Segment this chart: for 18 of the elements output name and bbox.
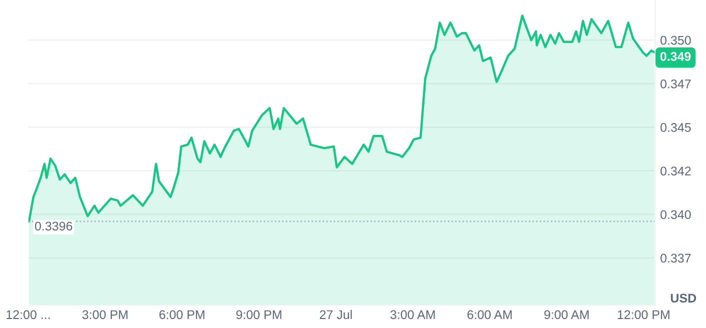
y-tick-label: 0.350 (660, 36, 691, 45)
x-tick-label: 12:00 PM (618, 310, 670, 320)
y-tick-label: 0.342 (660, 166, 691, 176)
y-tick-label: 0.347 (660, 79, 691, 88)
y-tick-label: 0.337 (660, 254, 691, 263)
y-tick-label: 0.340 (660, 210, 691, 220)
x-tick-label: 3:00 PM (82, 310, 128, 320)
x-tick-label: 9:00 AM (544, 310, 589, 320)
x-tick-label: 12:00 ... (6, 310, 50, 320)
ref-line-label: 0.3396 (35, 222, 72, 231)
x-tick-label: 6:00 AM (467, 310, 512, 320)
x-tick-label: 9:00 PM (236, 310, 282, 320)
x-tick-label: 3:00 AM (390, 310, 435, 320)
y-tick-label: 0.345 (660, 123, 691, 132)
y-axis-title: USD (670, 294, 696, 303)
x-tick-label: 27 Jul (320, 310, 352, 320)
annotation: 0.349 (660, 52, 691, 61)
x-tick-label: 6:00 PM (159, 310, 204, 320)
